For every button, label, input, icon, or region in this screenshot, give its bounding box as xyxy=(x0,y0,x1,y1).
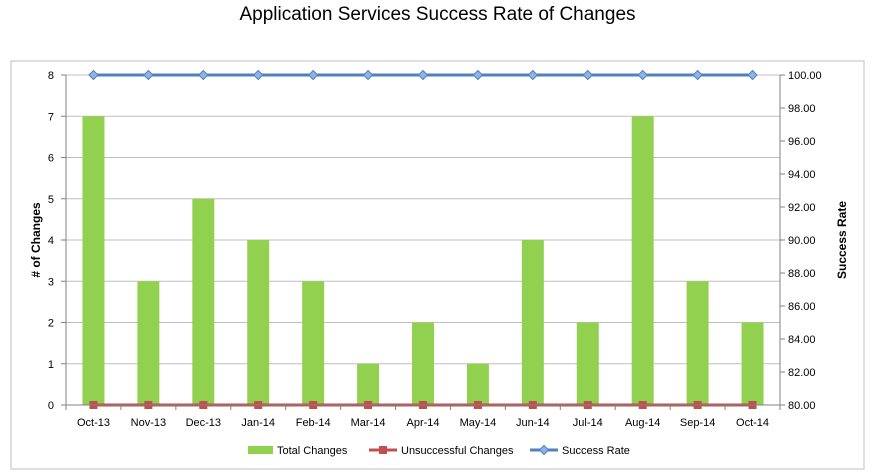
x-tick-label: Feb-14 xyxy=(296,417,331,429)
y2-tick-label: 100.00 xyxy=(788,70,822,82)
bar-total-changes xyxy=(631,116,654,405)
y2-tick-label: 90.00 xyxy=(788,235,816,247)
legend-swatch-total-changes xyxy=(248,446,273,454)
marker-success-rate xyxy=(637,69,648,81)
y2-tick-label: 88.00 xyxy=(788,268,816,280)
bar-total-changes xyxy=(82,116,105,405)
bar-total-changes xyxy=(192,198,215,405)
y-tick-label: 6 xyxy=(48,153,54,165)
marker-success-rate xyxy=(198,69,209,81)
bar-total-changes xyxy=(137,281,160,405)
bar-total-changes xyxy=(686,281,709,405)
y-tick-label: 0 xyxy=(48,400,54,412)
y-axis-right-ticks: 80.00 82.00 84.00 86.00 88.00 90.00 92.00 94.00… xyxy=(780,70,822,412)
y2-tick-label: 80.00 xyxy=(788,400,816,412)
legend-marker-success-rate xyxy=(538,444,550,456)
legend-label-total-changes: Total Changes xyxy=(277,445,348,457)
legend-label-unsuccessful-changes: Unsuccessful Changes xyxy=(401,445,514,457)
chart-title: Application Services Success Rate of Cha… xyxy=(239,4,636,25)
y2-tick-label: 98.00 xyxy=(788,103,816,115)
bar-total-changes xyxy=(302,281,325,405)
marker-success-rate xyxy=(527,69,539,81)
y-axis-title: # of Changes xyxy=(29,202,43,278)
y-tick-label: 3 xyxy=(48,276,54,288)
y2-tick-label: 84.00 xyxy=(788,334,816,346)
y2-tick-label: 92.00 xyxy=(788,202,816,214)
y-tick-label: 8 xyxy=(48,70,54,82)
x-tick-label: Nov-13 xyxy=(131,417,166,429)
bar-total-changes xyxy=(521,240,544,405)
marker-success-rate xyxy=(472,69,484,81)
x-axis-ticks: Oct-13 Nov-13 Dec-13 Jan-14 Feb-14 Mar-14 Apr-… xyxy=(65,404,781,429)
bar-total-changes xyxy=(247,240,270,405)
x-tick-label: Mar-14 xyxy=(351,417,386,429)
y2-tick-label: 86.00 xyxy=(788,301,816,313)
marker-success-rate xyxy=(692,69,703,81)
x-tick-label: Sep-14 xyxy=(680,417,715,429)
marker-success-rate xyxy=(362,69,374,81)
y-axis-left-ticks: 0 1 2 3 4 5 6 7 8 xyxy=(48,70,66,412)
y2-axis-title: Success Rate xyxy=(835,201,849,279)
marker-success-rate xyxy=(747,69,758,81)
bar-total-changes xyxy=(741,322,764,405)
x-tick-label: Jan-14 xyxy=(241,417,275,429)
y2-tick-label: 96.00 xyxy=(788,136,816,148)
bar-total-changes xyxy=(357,363,380,405)
marker-success-rate xyxy=(582,69,593,81)
x-tick-label: May-14 xyxy=(460,417,497,429)
marker-success-rate xyxy=(253,69,264,81)
y2-tick-label: 82.00 xyxy=(788,367,816,379)
y-tick-label: 4 xyxy=(48,235,54,247)
legend-label-success-rate: Success Rate xyxy=(562,445,630,457)
chart-border xyxy=(10,60,865,470)
marker-success-rate xyxy=(143,69,154,81)
y-tick-label: 2 xyxy=(48,318,54,330)
marker-success-rate xyxy=(88,69,99,81)
x-tick-label: Jul-14 xyxy=(573,417,603,429)
y-tick-label: 5 xyxy=(48,194,54,206)
bar-total-changes xyxy=(466,363,489,405)
bar-total-changes xyxy=(412,322,434,405)
x-tick-label: Oct-14 xyxy=(736,417,769,429)
bars-total-changes xyxy=(82,116,764,405)
y-tick-label: 1 xyxy=(48,359,54,371)
y-tick-label: 7 xyxy=(48,111,54,123)
x-tick-label: Jun-14 xyxy=(516,417,550,429)
x-tick-label: Oct-13 xyxy=(77,417,110,429)
x-tick-label: Aug-14 xyxy=(625,417,660,429)
y2-tick-label: 94.00 xyxy=(788,169,816,181)
bar-total-changes xyxy=(576,322,599,405)
legend-marker-unsuccessful-changes xyxy=(379,446,387,454)
x-tick-label: Apr-14 xyxy=(406,417,439,429)
marker-success-rate xyxy=(307,69,319,81)
legend: Total Changes Unsuccessful Changes Success… xyxy=(248,444,630,457)
marker-success-rate xyxy=(417,69,429,81)
x-tick-label: Dec-13 xyxy=(186,417,221,429)
